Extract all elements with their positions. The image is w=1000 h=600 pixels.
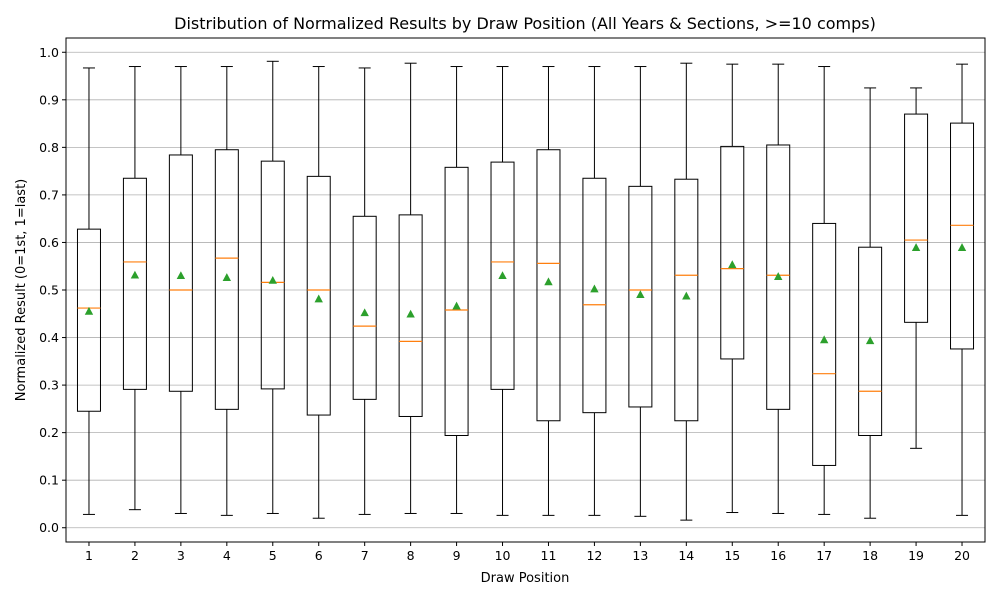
box-series <box>76 60 975 521</box>
mean-marker <box>130 270 140 279</box>
box <box>122 177 147 390</box>
mean-marker <box>360 308 369 317</box>
y-tick-label: 0.4 <box>39 330 59 345</box>
y-axis-ticks: 0.0 0.1 0.2 0.3 0.4 0.5 0.6 0.7 0.8 0.9 1.0 <box>39 45 66 535</box>
x-tick-label: 2 <box>131 548 139 563</box>
x-tick-label: 6 <box>315 548 323 563</box>
box-group-2 <box>122 66 147 511</box>
box-group-19 <box>904 87 929 449</box>
mean-marker <box>176 271 186 280</box>
x-tick-label: 18 <box>862 548 878 563</box>
box <box>904 113 929 323</box>
x-tick-label: 11 <box>541 548 557 563</box>
mean-marker <box>728 260 737 269</box>
mean-marker <box>957 243 967 251</box>
y-tick-label: 0.3 <box>39 378 59 393</box>
x-tick-label: 17 <box>816 548 832 563</box>
box <box>260 160 285 390</box>
box <box>536 149 561 422</box>
mean-marker <box>774 272 783 280</box>
x-axis-label: Draw Position <box>481 571 570 586</box>
box-group-18 <box>858 87 883 519</box>
x-tick-label: 16 <box>770 548 786 563</box>
box <box>398 214 423 417</box>
mean-marker <box>911 243 921 251</box>
x-tick-label: 1 <box>85 548 93 563</box>
y-axis-label: Normalized Result (0=1st, 1=last) <box>14 179 29 401</box>
mean-marker <box>314 294 323 303</box>
y-tick-label: 0.2 <box>39 425 59 440</box>
x-tick-label: 19 <box>908 548 924 563</box>
x-tick-label: 5 <box>269 548 277 563</box>
x-tick-label: 13 <box>632 548 648 563</box>
mean-marker <box>819 335 829 344</box>
y-tick-label: 0.7 <box>39 187 59 202</box>
box <box>766 144 791 410</box>
mean-marker <box>498 271 507 280</box>
y-tick-label: 0.0 <box>39 520 59 535</box>
box <box>214 149 239 410</box>
box <box>352 215 377 400</box>
mean-marker <box>636 290 645 299</box>
x-tick-label: 8 <box>407 548 415 563</box>
box-group-6 <box>306 66 331 519</box>
box-group-20 <box>950 63 975 516</box>
mean-marker <box>84 306 94 315</box>
box-group-8 <box>398 62 423 514</box>
chart-title: Distribution of Normalized Results by Dr… <box>174 14 876 33</box>
mean-marker <box>406 309 415 318</box>
box-group-15 <box>720 63 745 514</box>
box <box>950 122 975 350</box>
box-group-7 <box>352 67 377 515</box>
x-tick-label: 3 <box>177 548 185 563</box>
box-group-10 <box>490 66 515 516</box>
box-group-12 <box>582 66 607 516</box>
mean-marker <box>544 277 553 286</box>
x-tick-label: 20 <box>954 548 970 563</box>
box-group-16 <box>766 63 791 514</box>
box <box>76 228 101 412</box>
box-group-17 <box>812 66 837 515</box>
mean-marker <box>590 284 599 293</box>
y-tick-label: 0.1 <box>39 473 59 488</box>
box-group-9 <box>444 66 469 514</box>
box <box>858 246 883 436</box>
mean-marker <box>865 336 875 345</box>
mean-marker <box>268 275 277 284</box>
box-group-5 <box>260 60 285 514</box>
box <box>168 154 193 392</box>
box <box>582 177 607 414</box>
box <box>490 161 515 390</box>
y-tick-label: 0.9 <box>39 92 59 107</box>
mean-marker <box>682 291 691 300</box>
box-group-11 <box>536 66 561 516</box>
mean-marker <box>452 301 461 310</box>
box <box>674 178 699 422</box>
box <box>306 175 331 416</box>
x-tick-label: 9 <box>453 548 461 563</box>
x-tick-label: 15 <box>724 548 740 563</box>
box-group-4 <box>214 66 239 516</box>
box-group-14 <box>674 62 699 521</box>
y-tick-label: 1.0 <box>39 45 59 60</box>
x-tick-label: 14 <box>678 548 694 563</box>
mean-marker <box>222 273 232 281</box>
x-tick-label: 12 <box>586 548 602 563</box>
box-group-1 <box>76 67 101 515</box>
y-tick-label: 0.6 <box>39 235 59 250</box>
box <box>444 166 469 436</box>
box-group-3 <box>168 66 193 514</box>
y-tick-label: 0.5 <box>39 283 59 298</box>
grid-lines <box>66 51 985 529</box>
x-tick-label: 7 <box>361 548 369 563</box>
box <box>628 185 653 408</box>
x-axis-ticks: 1 2 3 4 5 6 7 8 9 10 11 12 13 14 15 16 17 18 19 20 <box>85 542 970 563</box>
x-tick-label: 4 <box>223 548 231 563</box>
y-tick-label: 0.8 <box>39 140 59 155</box>
box <box>720 145 745 360</box>
box <box>812 222 837 466</box>
box-group-13 <box>628 66 653 517</box>
x-tick-label: 10 <box>495 548 511 563</box>
